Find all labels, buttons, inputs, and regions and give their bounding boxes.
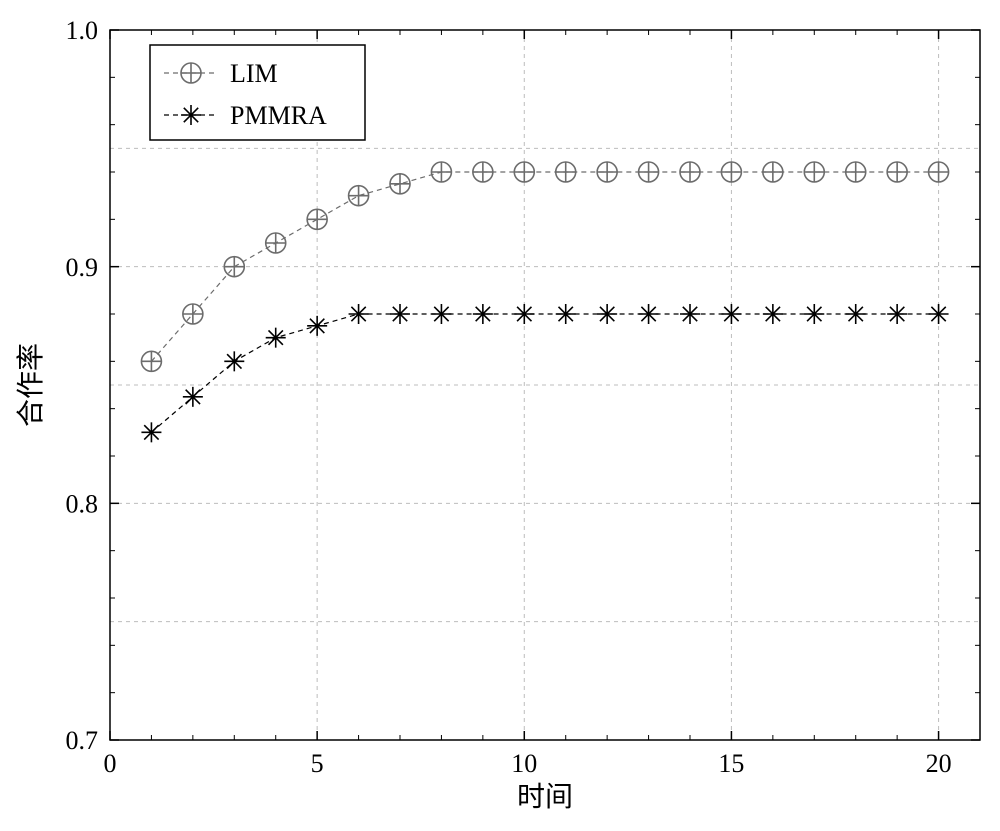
x-tick-label: 15 (718, 749, 744, 778)
x-tick-label: 0 (104, 749, 117, 778)
x-tick-label: 10 (511, 749, 537, 778)
y-axis-title: 合作率 (15, 343, 47, 427)
y-tick-label: 1.0 (66, 16, 99, 45)
y-tick-label: 0.7 (66, 726, 99, 755)
x-tick-label: 20 (926, 749, 952, 778)
legend-label: LIM (230, 59, 278, 88)
x-tick-label: 5 (311, 749, 324, 778)
y-tick-label: 0.8 (66, 489, 99, 518)
y-tick-label: 0.9 (66, 253, 99, 282)
x-axis-title: 时间 (517, 781, 573, 813)
legend-label: PMMRA (230, 101, 327, 130)
legend: LIM PMMRA (150, 45, 365, 140)
line-chart: 0 5 10 15 20 0.7 0.8 0.9 1.0 时间 合作率 LIM PMMRA (0, 0, 1000, 831)
chart-container: 0 5 10 15 20 0.7 0.8 0.9 1.0 时间 合作率 LIM PMMRA (0, 0, 1000, 831)
